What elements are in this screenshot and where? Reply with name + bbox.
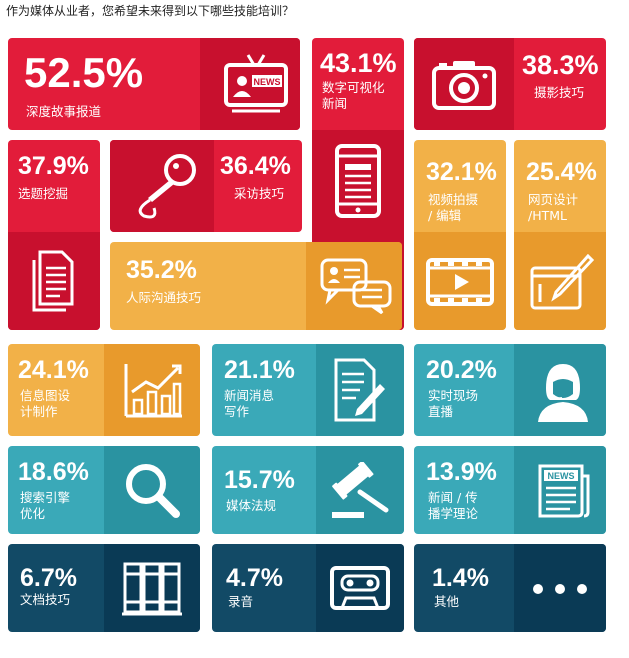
chat-bubbles-icon	[320, 258, 392, 314]
skill-label: 选题挖掘	[18, 186, 69, 201]
skill-percentage: 1.4%	[432, 564, 489, 592]
skill-percentage: 4.7%	[226, 564, 283, 592]
headset-presenter-icon	[532, 358, 594, 422]
web-design-icon	[530, 254, 594, 312]
icon-panel	[110, 140, 214, 232]
skill-tile: 36.4% 采访技巧	[110, 140, 302, 232]
icon-panel	[104, 344, 200, 436]
skill-percentage: 52.5%	[24, 49, 144, 96]
skill-label: 录音	[228, 594, 254, 609]
svg-text:NEWS: NEWS	[548, 471, 575, 481]
bar-chart-icon	[122, 362, 184, 418]
skill-label: 视频拍摄 / 编辑	[428, 192, 479, 223]
skill-label: 采访技巧	[234, 186, 285, 201]
skill-tile: 35.2% 人际沟通技巧	[110, 242, 402, 330]
document-pen-icon	[330, 358, 386, 422]
tablet-news-icon	[333, 144, 383, 218]
skill-tile: 15.7% 媒体法规	[212, 446, 404, 534]
icon-panel	[104, 446, 200, 534]
skill-percentage: 32.1%	[426, 158, 497, 186]
skill-tile: 18.6% 搜索引擎 优化	[8, 446, 200, 534]
camera-icon	[431, 58, 497, 110]
skill-tile: NEWS 13.9% 新闻 / 传 播学理论	[414, 446, 606, 534]
skill-tile: 38.3% 摄影技巧	[414, 38, 606, 130]
newspaper-icon: NEWS	[534, 462, 590, 518]
skill-tile: 1.4% 其他	[414, 544, 606, 632]
skill-label: 文档技巧	[20, 592, 71, 607]
binders-icon	[122, 562, 182, 616]
skill-tile: 20.2% 实时现场 直播	[414, 344, 606, 436]
skill-tile: 37.9% 选题挖掘	[8, 140, 100, 330]
skill-percentage: 43.1%	[320, 48, 397, 78]
skill-label: 实时现场 直播	[428, 388, 479, 419]
skill-percentage: 20.2%	[426, 356, 497, 384]
skill-tile: NEWS 52.5% 深度故事报道	[8, 38, 300, 130]
skill-tile: 6.7% 文档技巧	[8, 544, 200, 632]
skill-label: 新闻 / 传 播学理论	[428, 490, 479, 521]
magnifier-icon	[124, 462, 180, 518]
tv-news-icon: NEWS	[220, 51, 292, 115]
microphone-icon	[124, 152, 204, 220]
skill-percentage: 6.7%	[20, 564, 77, 592]
skill-percentage: 35.2%	[126, 256, 197, 284]
skill-tile: 21.1% 新闻消息 写作	[212, 344, 404, 436]
video-film-icon	[426, 258, 494, 306]
icon-panel	[514, 232, 606, 330]
skill-tile: 25.4% 网页设计 /HTML	[514, 140, 606, 330]
documents-icon	[28, 250, 78, 312]
skill-percentage: 15.7%	[224, 466, 295, 494]
skill-label: 人际沟通技巧	[126, 290, 202, 305]
icon-panel	[200, 38, 300, 130]
skill-percentage: 13.9%	[426, 458, 497, 486]
skill-label: 网页设计 /HTML	[528, 192, 579, 223]
skill-tile: 24.1% 信息图设 计制作	[8, 344, 200, 436]
page-title: 作为媒体从业者，您希望未来得到以下哪些技能培训？	[6, 4, 295, 18]
skill-label: 深度故事报道	[26, 104, 102, 119]
skill-label: 摄影技巧	[534, 85, 585, 100]
gavel-icon	[330, 462, 390, 520]
skill-label: 新闻消息 写作	[224, 388, 275, 419]
skill-label: 信息图设 计制作	[20, 388, 71, 419]
skill-label: 其他	[434, 594, 460, 609]
skill-tile: 4.7% 录音	[212, 544, 404, 632]
skill-tile: 32.1% 视频拍摄 / 编辑	[414, 140, 506, 330]
ellipsis-icon	[530, 582, 590, 596]
skill-percentage: 37.9%	[18, 152, 89, 180]
skill-percentage: 24.1%	[18, 356, 89, 384]
skill-percentage: 25.4%	[526, 158, 597, 186]
icon-panel	[514, 446, 606, 534]
cassette-icon	[330, 566, 390, 610]
skill-label: 数字可视化 新闻	[322, 80, 385, 111]
skill-label: 搜索引擎 优化	[20, 490, 71, 521]
svg-text:NEWS: NEWS	[254, 77, 281, 87]
skill-percentage: 21.1%	[224, 356, 295, 384]
skill-percentage: 36.4%	[220, 152, 291, 180]
icon-panel	[104, 544, 200, 632]
skill-label: 媒体法规	[226, 498, 277, 513]
skill-percentage: 18.6%	[18, 458, 89, 486]
skill-percentage: 38.3%	[522, 50, 599, 80]
